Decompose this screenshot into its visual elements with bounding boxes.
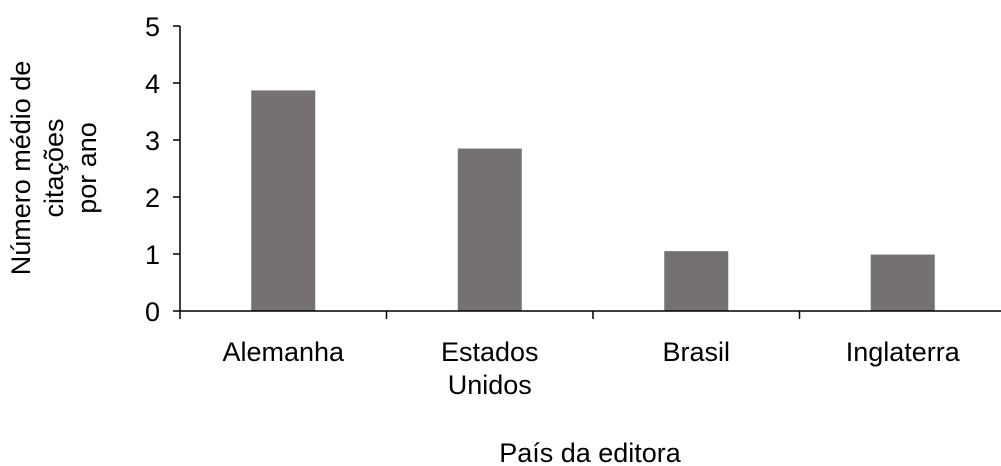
y-ticks-group: 0 1 2 3 4 5 (145, 12, 180, 327)
bar-estados-unidos (457, 148, 522, 311)
y-tick-label: 0 (145, 297, 160, 327)
x-ticks-group: Alemanha Estados Unidos Brasil Inglaterra (179, 311, 961, 400)
x-tick-label: Inglaterra (846, 337, 961, 367)
bar-alemanha (251, 90, 316, 311)
y-axis-title: Número médio de citações por ano (6, 61, 102, 276)
y-tick-label: 1 (145, 240, 160, 270)
x-tick-label: Estados Unidos (441, 337, 539, 400)
bar-inglaterra (870, 254, 935, 311)
x-axis-title: País da editora (499, 438, 682, 466)
bar-brasil (664, 251, 729, 311)
bars-group (251, 90, 935, 311)
y-tick-label: 2 (145, 183, 160, 213)
y-tick-label: 5 (145, 12, 160, 42)
axes-group (179, 26, 1001, 312)
y-tick-label: 3 (145, 126, 160, 156)
x-tick-label: Brasil (662, 337, 730, 367)
y-tick-label: 4 (145, 69, 160, 99)
x-tick-label: Alemanha (222, 337, 345, 367)
